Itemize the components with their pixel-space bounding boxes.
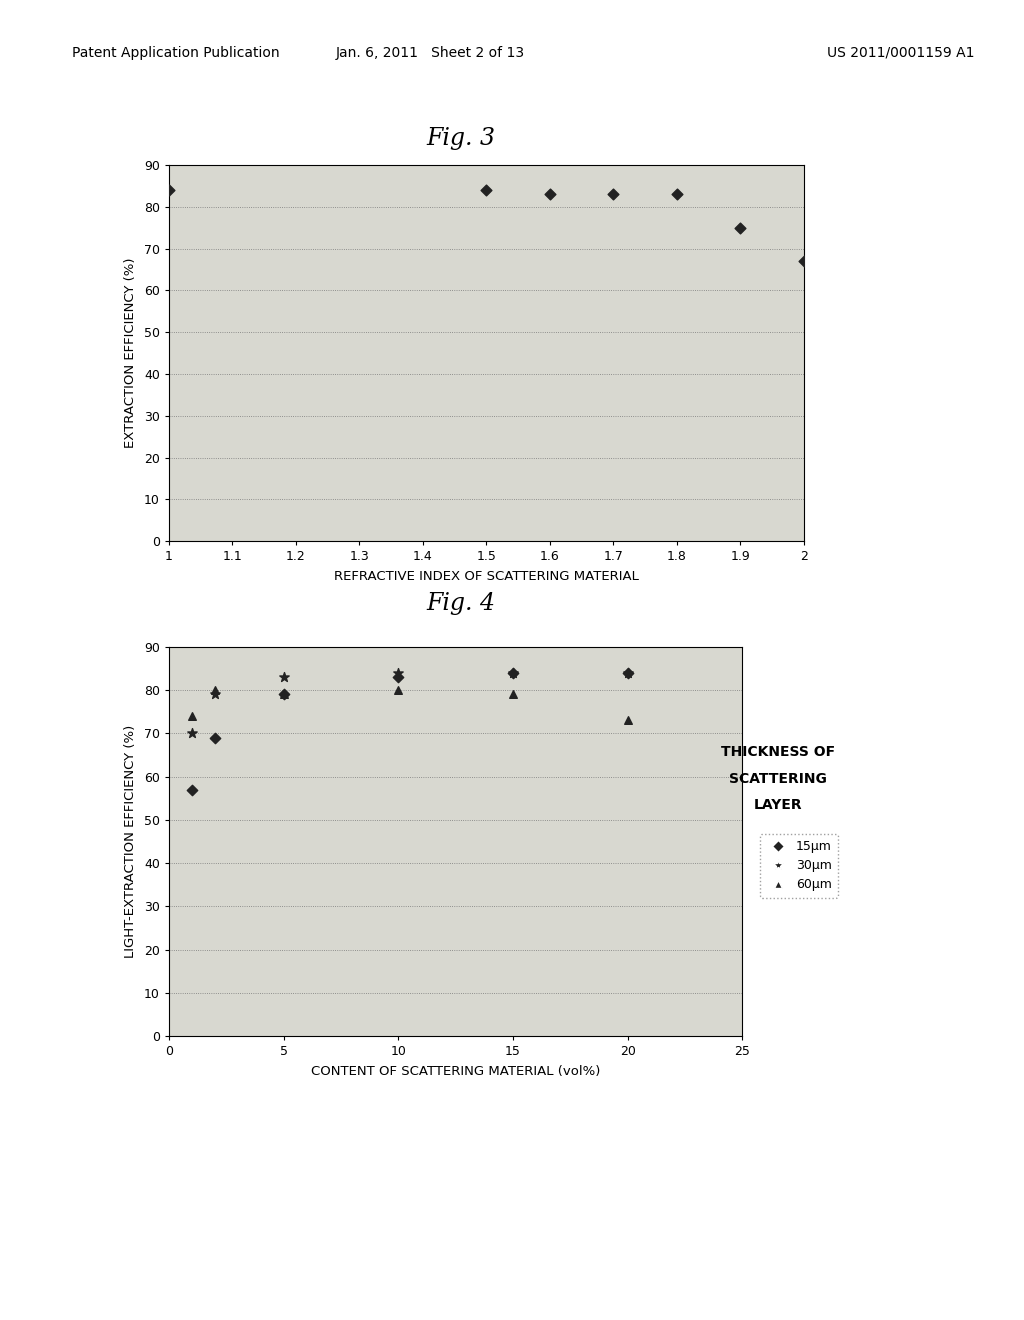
X-axis label: CONTENT OF SCATTERING MATERIAL (vol%): CONTENT OF SCATTERING MATERIAL (vol%): [311, 1065, 600, 1078]
Point: [505, 663, 521, 684]
Text: Fig. 3: Fig. 3: [426, 127, 496, 150]
Point: [390, 680, 407, 701]
Point: [605, 183, 622, 205]
Point: [620, 663, 636, 684]
Text: US 2011/0001159 A1: US 2011/0001159 A1: [827, 46, 975, 59]
Point: [505, 663, 521, 684]
Point: [620, 710, 636, 731]
Point: [542, 183, 558, 205]
Text: THICKNESS OF: THICKNESS OF: [721, 746, 836, 759]
Point: [275, 667, 292, 688]
Point: [275, 684, 292, 705]
Point: [183, 705, 200, 726]
Point: [390, 663, 407, 684]
Point: [669, 183, 685, 205]
Point: [207, 684, 223, 705]
Point: [390, 667, 407, 688]
Legend: 15μm, 30μm, 60μm: 15μm, 30μm, 60μm: [760, 834, 838, 898]
X-axis label: REFRACTIVE INDEX OF SCATTERING MATERIAL: REFRACTIVE INDEX OF SCATTERING MATERIAL: [334, 570, 639, 583]
Point: [620, 663, 636, 684]
Point: [732, 216, 749, 238]
Point: [275, 684, 292, 705]
Point: [183, 779, 200, 800]
Point: [478, 180, 495, 201]
Text: Fig. 4: Fig. 4: [426, 591, 496, 615]
Point: [505, 684, 521, 705]
Point: [207, 680, 223, 701]
Point: [796, 251, 812, 272]
Y-axis label: LIGHT-EXTRACTION EFFICIENCY (%): LIGHT-EXTRACTION EFFICIENCY (%): [124, 725, 137, 958]
Point: [161, 180, 177, 201]
Text: Patent Application Publication: Patent Application Publication: [72, 46, 280, 59]
Text: Jan. 6, 2011   Sheet 2 of 13: Jan. 6, 2011 Sheet 2 of 13: [336, 46, 524, 59]
Point: [183, 723, 200, 744]
Point: [207, 727, 223, 748]
Y-axis label: EXTRACTION EFFICIENCY (%): EXTRACTION EFFICIENCY (%): [124, 257, 137, 449]
Text: LAYER: LAYER: [754, 799, 803, 812]
Text: SCATTERING: SCATTERING: [729, 772, 827, 785]
